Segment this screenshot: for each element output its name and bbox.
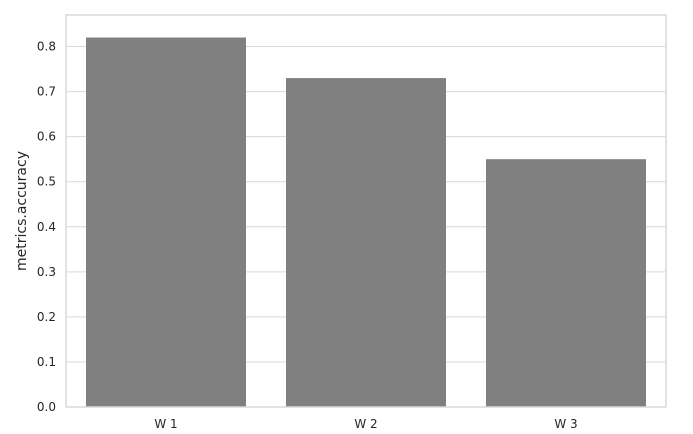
- x-tick-label: W 1: [154, 417, 177, 431]
- plot-frame: [65, 14, 667, 408]
- y-tick-label: 0.8: [37, 40, 56, 54]
- y-tick-label: 0.7: [37, 85, 56, 99]
- y-tick-label: 0.1: [37, 355, 56, 369]
- y-tick-label: 0.4: [37, 220, 56, 234]
- x-tick-label: W 3: [554, 417, 577, 431]
- y-tick-label: 0.5: [37, 175, 56, 189]
- bar-w-3: [486, 159, 646, 407]
- y-tick-label: 0.0: [37, 400, 56, 414]
- y-tick-label: 0.6: [37, 130, 56, 144]
- bars: [86, 37, 646, 408]
- bar-w-1: [86, 37, 246, 407]
- y-tick-labels: 0.0 0.1 0.2 0.3 0.4 0.5 0.6 0.7 0.8: [37, 40, 56, 414]
- x-tick-labels: W 1 W 2 W 3: [154, 417, 577, 431]
- x-tick-label: W 2: [354, 417, 377, 431]
- y-tick-label: 0.3: [37, 265, 56, 279]
- y-tick-label: 0.2: [37, 310, 56, 324]
- bar-w-2: [286, 78, 446, 408]
- y-axis-label: metrics.accuracy: [14, 151, 30, 271]
